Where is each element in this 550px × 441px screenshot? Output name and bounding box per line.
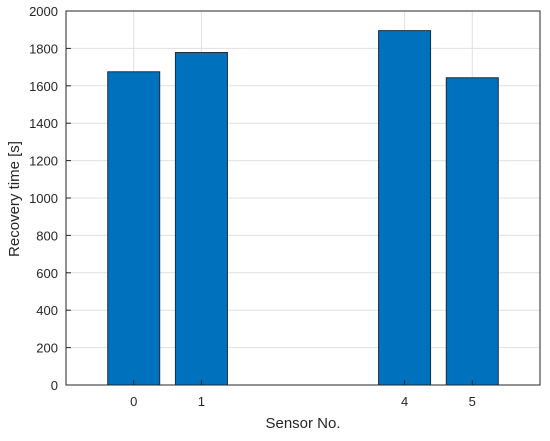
y-tick-label: 800: [36, 228, 58, 243]
ticks: 0 200 400 600 800 1000 1200 1400 1600 1800 2000 0 1 4…: [29, 4, 476, 409]
y-tick-label: 1200: [29, 154, 58, 169]
y-tick-label: 1800: [29, 41, 58, 56]
bar-sensor-0: [107, 71, 161, 386]
y-tick-label: 1400: [29, 116, 58, 131]
y-tick-label: 200: [36, 341, 58, 356]
y-tick-label: 600: [36, 266, 58, 281]
x-tick-label: 1: [198, 394, 205, 409]
y-tick-label: 400: [36, 303, 58, 318]
x-axis-label: Sensor No.: [265, 415, 340, 432]
y-axis-label: Recovery time [s]: [6, 141, 23, 257]
x-tick-label: 0: [130, 394, 137, 409]
y-tick-label: 2000: [29, 4, 58, 19]
bars: [107, 30, 499, 386]
y-tick-label: 1000: [29, 191, 58, 206]
bar-sensor-4: [378, 30, 432, 386]
x-tick-label: 4: [401, 394, 408, 409]
x-tick-label: 5: [469, 394, 476, 409]
bar-sensor-1: [174, 52, 228, 386]
y-tick-label: 1600: [29, 79, 58, 94]
y-tick-label: 0: [51, 378, 58, 393]
bar-sensor-5: [445, 77, 499, 386]
